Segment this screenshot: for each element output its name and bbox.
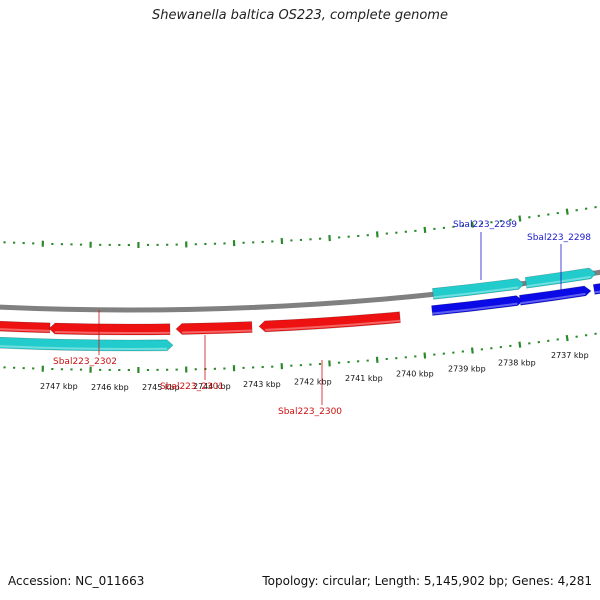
scale-label: 2741 kbp [345, 374, 383, 383]
reverse-gene [258, 311, 401, 333]
scale-label: 2745 kbp [142, 383, 180, 392]
inner-scale-ticks [3, 206, 597, 248]
outer-tick [470, 347, 474, 354]
accession-text: Accession: NC_011663 [8, 574, 145, 588]
reverse-cds [0, 336, 174, 352]
forward-gene [431, 295, 524, 316]
scale-label: 2744 kbp [193, 382, 231, 391]
forward-cds-shine [526, 275, 591, 288]
gene-label-reverse: Sbal223_2301 [160, 382, 224, 392]
reverse-gene-shine [54, 331, 171, 334]
reverse-cds-shine [0, 345, 168, 350]
forward-cds [432, 278, 525, 300]
inner-tick [375, 231, 379, 238]
scale-labels: 2747 kbp 2746 kbp 2745 kbp 2744 kbp 2743 kbp… [40, 351, 589, 392]
inner-tick [518, 215, 522, 222]
outer-tick [518, 341, 522, 348]
genome-title: Shewanella baltica OS223, complete genom… [152, 8, 448, 23]
forward-cds-shine [433, 286, 519, 299]
scale-label: 2739 kbp [448, 364, 486, 373]
reverse-gene-shine [0, 328, 50, 332]
inner-tick [565, 208, 569, 215]
scale-label: 2746 kbp [91, 383, 129, 392]
inner-tick [470, 221, 474, 228]
scale-label: 2737 kbp [551, 351, 589, 360]
gene-label-forward: Sbal223_2299 [453, 220, 517, 230]
scale-label: 2740 kbp [396, 370, 434, 379]
reverse-gene-shine [265, 319, 401, 331]
outer-tick [423, 352, 427, 359]
forward-gene [519, 285, 592, 306]
forward-gene-shine [432, 302, 518, 315]
forward-gene-shine [520, 292, 586, 305]
gene-label-forward: Sbal223_2298 [527, 233, 591, 243]
reverse-gene [48, 322, 171, 336]
reverse-gene-shine [182, 329, 253, 334]
scale-label: 2743 kbp [243, 380, 281, 389]
forward-gene [592, 283, 600, 295]
inner-tick [423, 226, 427, 233]
outer-tick [565, 334, 569, 342]
gene-labels: Sbal223_2299 Sbal223_2298 Sbal223_2302 Sbal… [53, 220, 591, 417]
forward-gene-shine [594, 290, 600, 294]
gene-label-reverse: Sbal223_2300 [278, 407, 342, 417]
scale-label: 2747 kbp [40, 382, 78, 391]
reverse-gene [175, 321, 253, 335]
scale-label: 2742 kbp [294, 378, 332, 387]
gene-features [0, 267, 600, 352]
scale-label: 2738 kbp [498, 358, 536, 367]
gene-label-reverse: Sbal223_2302 [53, 357, 117, 367]
genome-summary-text: Topology: circular; Length: 5,145,902 bp… [262, 574, 592, 588]
